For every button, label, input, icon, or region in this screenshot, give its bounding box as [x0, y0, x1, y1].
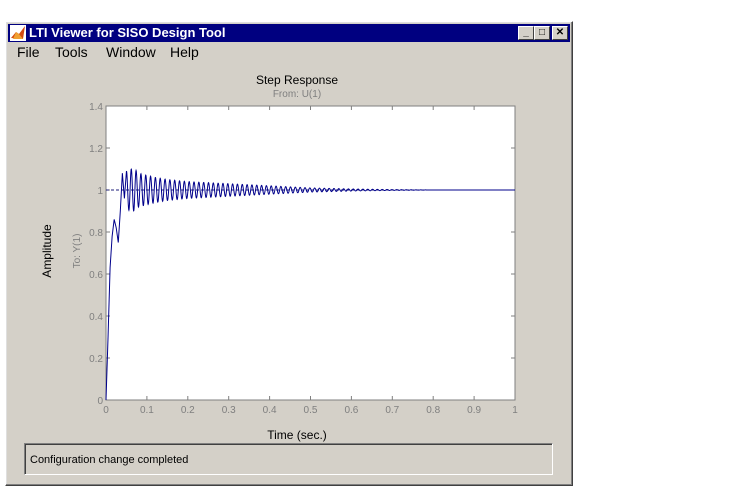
matlab-app-icon[interactable]	[10, 25, 26, 41]
x-tick-label: 0.1	[140, 405, 154, 416]
y-axis-ticks: 0 0.2 0.4 0.6 0.8 1 1.2 1.4	[89, 102, 515, 407]
title-bar[interactable]: LTI Viewer for SISO Design Tool _ □ ✕	[8, 24, 570, 42]
x-tick-label: 0.7	[385, 405, 399, 416]
y-tick-label: 0.8	[89, 228, 103, 239]
step-response-plot: Step Response From: U(1) 0 0.2 0.4 0.6 0.8 1 1…	[40, 73, 518, 442]
close-icon: ✕	[555, 27, 565, 38]
status-bar: Configuration change completed	[24, 443, 553, 475]
x-tick-label: 0.2	[181, 405, 195, 416]
y-tick-label: 0	[97, 396, 103, 407]
lti-viewer-window: LTI Viewer for SISO Design Tool _ □ ✕ Fi…	[5, 21, 573, 486]
menu-bar: File Tools Window Help	[8, 43, 570, 62]
x-tick-label: 0	[103, 405, 109, 416]
x-axis-ticks: 0 0.1 0.2 0.3 0.4 0.5 0.6 0.7 0.8 0.9 1	[103, 106, 518, 416]
step-response-line	[105, 168, 515, 401]
x-tick-label: 0.9	[467, 405, 481, 416]
menu-file[interactable]: File	[17, 44, 40, 60]
x-tick-label: 0.6	[344, 405, 358, 416]
status-text: Configuration change completed	[30, 454, 189, 466]
channel-label: To: Y(1)	[72, 234, 83, 269]
x-tick-label: 0.4	[263, 405, 277, 416]
plot-title: Step Response	[256, 73, 338, 87]
menu-help[interactable]: Help	[170, 44, 199, 60]
x-tick-label: 0.5	[304, 405, 318, 416]
y-tick-label: 0.2	[89, 354, 103, 365]
maximize-button[interactable]: □	[534, 26, 550, 40]
close-button[interactable]: ✕	[552, 26, 568, 40]
maximize-icon: □	[538, 27, 546, 38]
minimize-button[interactable]: _	[518, 26, 534, 40]
y-axis-label: Amplitude	[40, 224, 54, 278]
menu-tools[interactable]: Tools	[55, 44, 88, 60]
window-title: LTI Viewer for SISO Design Tool	[29, 25, 226, 40]
y-tick-label: 0.6	[89, 270, 103, 281]
x-tick-label: 1	[512, 405, 518, 416]
x-axis-label: Time (sec.)	[267, 428, 327, 442]
y-tick-label: 1.4	[89, 102, 103, 113]
y-tick-label: 1.2	[89, 144, 103, 155]
x-tick-label: 0.8	[426, 405, 440, 416]
x-tick-label: 0.3	[222, 405, 236, 416]
y-tick-label: 1	[97, 186, 103, 197]
plot-subtitle: From: U(1)	[273, 89, 321, 100]
y-tick-label: 0.4	[89, 312, 103, 323]
menu-window[interactable]: Window	[106, 44, 156, 60]
plot-axes	[105, 105, 516, 401]
minimize-icon: _	[523, 27, 529, 38]
